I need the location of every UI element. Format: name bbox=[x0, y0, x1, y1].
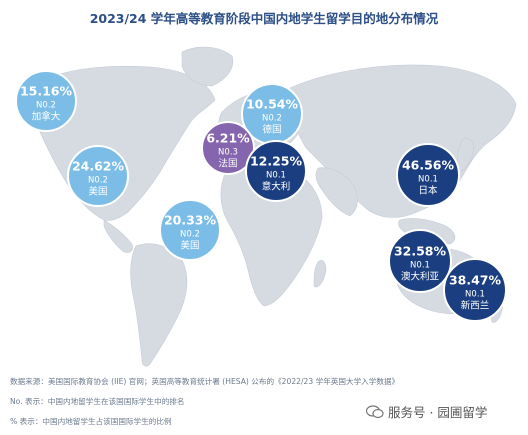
asia-landmass bbox=[287, 64, 517, 218]
wechat-icon bbox=[366, 404, 384, 418]
bubble-2: 6.21% N0.3法国 bbox=[201, 121, 255, 175]
rank-note: No. 表示：中国内地留学生在该国国际学生中的排名 bbox=[10, 397, 185, 406]
bubble-percent: 20.33% bbox=[164, 213, 217, 228]
bubble-circle bbox=[396, 143, 460, 207]
bubble-percent: 32.58% bbox=[394, 244, 447, 259]
bubble-rank: N0.2 bbox=[88, 176, 108, 186]
bubble-6: 20.33% N0.2美国 bbox=[159, 199, 221, 261]
bubble-rank: N0.1 bbox=[418, 175, 438, 185]
bubble-rank: N0.3 bbox=[218, 148, 238, 158]
bubble-percent: 38.47% bbox=[449, 273, 502, 288]
bubble-country: 法国 bbox=[218, 158, 237, 170]
bubble-circle bbox=[443, 258, 507, 322]
bubble-circle bbox=[201, 121, 255, 175]
bubble-rank: N0.2 bbox=[36, 101, 56, 111]
south-america-landmass bbox=[130, 243, 188, 367]
bubble-percent: 6.21% bbox=[206, 131, 250, 146]
bubble-country: 意大利 bbox=[262, 181, 291, 193]
bubble-rank: N0.2 bbox=[262, 114, 282, 124]
madagascar-landmass bbox=[313, 260, 327, 288]
bubble-circle bbox=[245, 140, 307, 202]
page-title: 2023/24 学年高等教育阶段中国内地学生留学目的地分布情况 bbox=[89, 11, 439, 26]
bubble-country: 美国 bbox=[88, 186, 107, 198]
bubble-circle bbox=[159, 199, 221, 261]
south-asia-landmass bbox=[315, 167, 358, 217]
bubble-rank: N0.1 bbox=[266, 171, 286, 181]
japan-landmass bbox=[456, 138, 475, 173]
bubble-rank: N0.1 bbox=[465, 290, 485, 300]
bubble-country: 美国 bbox=[180, 240, 199, 252]
greenland-landmass bbox=[181, 46, 234, 87]
bubble-percent: 10.54% bbox=[246, 97, 299, 112]
bubble-percent: 12.25% bbox=[250, 154, 303, 169]
bubble-percent: 24.62% bbox=[72, 159, 125, 174]
watermark-text: 服务号 · 园圃留学 bbox=[388, 405, 488, 420]
source-note: 数据来源：美国国际教育协会 (IIE) 官网；英国高等教育统计署 (HESA) … bbox=[10, 377, 400, 386]
bubble-5: 46.56% N0.1日本 bbox=[396, 143, 460, 207]
percent-note: % 表示：中国内地留学生占该国国际学生的比例 bbox=[10, 417, 172, 426]
bubble-circle bbox=[388, 229, 452, 293]
bubble-circle bbox=[67, 145, 129, 207]
bubble-country: 澳大利亚 bbox=[401, 271, 440, 283]
bubble-percent: 46.56% bbox=[402, 158, 455, 173]
bubble-percent: 15.16% bbox=[20, 84, 73, 99]
bubble-circle bbox=[15, 70, 77, 132]
central-america-landmass bbox=[103, 219, 133, 253]
watermark: 服务号 · 园圃留学 bbox=[366, 402, 487, 421]
bubble-country: 德国 bbox=[262, 124, 281, 136]
bubble-country: 日本 bbox=[418, 185, 438, 197]
bubble-country: 新西兰 bbox=[461, 300, 490, 312]
bubble-1: 10.54% N0.2德国 bbox=[241, 83, 303, 145]
bubble-country: 加拿大 bbox=[32, 111, 61, 123]
bubble-rank: N0.2 bbox=[180, 230, 200, 240]
bubble-4: 24.62% N0.2美国 bbox=[67, 145, 129, 207]
bubble-rank: N0.1 bbox=[410, 261, 430, 271]
